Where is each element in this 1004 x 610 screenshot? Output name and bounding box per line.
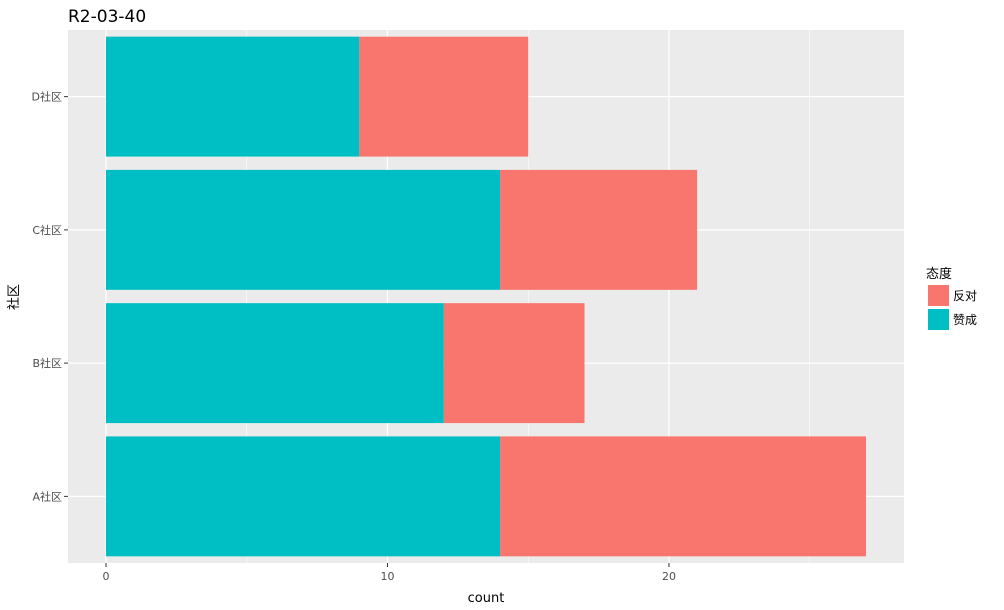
- axis-ticks: A社区 B社区 C社区 D社区 0 10 20: [32, 90, 676, 583]
- y-tick-label: B社区: [32, 356, 62, 370]
- bar-segment: [500, 436, 866, 557]
- legend-swatch: [928, 309, 949, 330]
- x-tick-label: 10: [380, 570, 394, 583]
- y-tick-label: C社区: [32, 223, 62, 237]
- y-tick-label: D社区: [32, 90, 62, 104]
- bar-segment: [359, 36, 529, 157]
- bar-segment: [106, 169, 501, 290]
- y-axis-title: 社区: [6, 284, 22, 310]
- legend-label: 反对: [953, 289, 977, 303]
- x-tick-label: 20: [662, 570, 676, 583]
- legend-title: 态度: [926, 266, 952, 282]
- legend-swatch: [928, 285, 949, 306]
- bar-segment: [443, 303, 585, 424]
- bar-segment: [106, 303, 444, 424]
- x-axis-title: count: [468, 591, 505, 606]
- bar-segment: [500, 169, 698, 290]
- legend-label: 赞成: [953, 313, 977, 327]
- bar-segment: [106, 36, 360, 157]
- chart-title: R2-03-40: [68, 7, 146, 27]
- bars: [106, 36, 866, 557]
- y-tick-label: A社区: [32, 489, 62, 503]
- bar-segment: [106, 436, 501, 557]
- x-tick-label: 0: [103, 570, 110, 583]
